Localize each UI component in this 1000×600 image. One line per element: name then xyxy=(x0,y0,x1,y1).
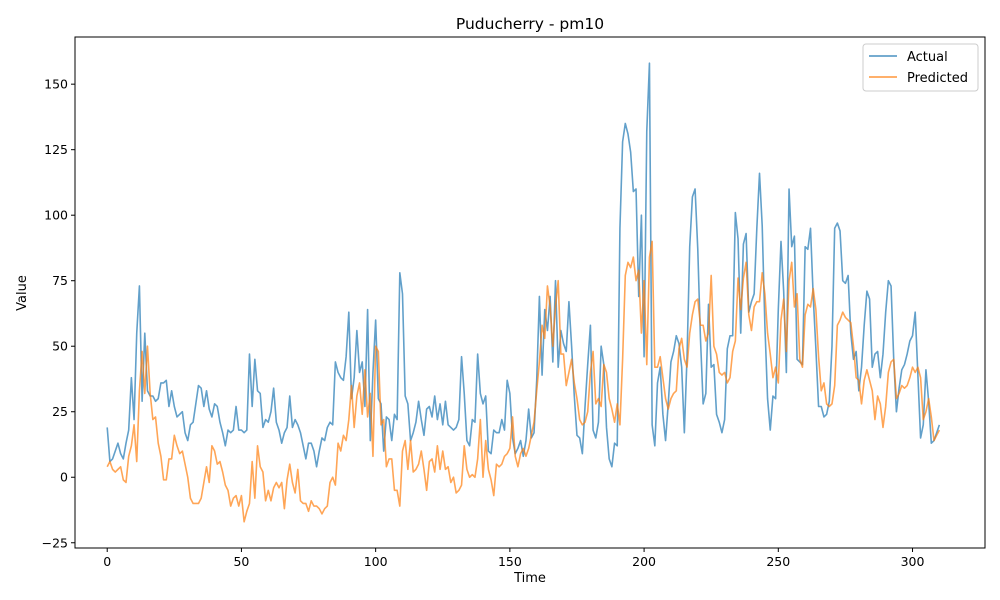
y-tick-label: 75 xyxy=(52,273,68,288)
x-axis-title: Time xyxy=(513,571,546,586)
y-tick-label: 25 xyxy=(52,404,68,419)
x-tick-label: 200 xyxy=(632,554,656,569)
y-tick-label: 50 xyxy=(52,339,68,354)
y-axis-title: Value xyxy=(15,275,30,311)
x-tick-label: 0 xyxy=(103,554,111,569)
y-tick-label: 125 xyxy=(44,142,68,157)
x-tick-label: 50 xyxy=(233,554,249,569)
y-tick-label: −25 xyxy=(42,535,68,550)
plot-frame xyxy=(74,36,986,549)
x-axis: 0 50 100 150 200 250 300 xyxy=(103,548,924,569)
y-tick-label: 100 xyxy=(44,208,68,223)
x-tick-label: 150 xyxy=(498,554,522,569)
legend-label-predicted: Predicted xyxy=(907,71,968,86)
series-line-predicted xyxy=(106,240,941,523)
x-tick-label: 100 xyxy=(364,554,388,569)
y-axis: −25 0 25 50 75 100 125 150 xyxy=(42,77,75,550)
chart-title: Puducherry - pm10 xyxy=(456,15,604,33)
legend-label-actual: Actual xyxy=(907,50,948,65)
plot-area: 0 50 100 150 200 250 300 −25 0 25 50 75 100 125 150 xyxy=(42,36,986,569)
legend: Actual Predicted xyxy=(862,43,979,92)
series-layer xyxy=(106,62,941,523)
x-tick-label: 300 xyxy=(901,554,925,569)
y-tick-label: 0 xyxy=(60,470,68,485)
y-tick-label: 150 xyxy=(44,77,68,92)
x-tick-label: 250 xyxy=(766,554,790,569)
